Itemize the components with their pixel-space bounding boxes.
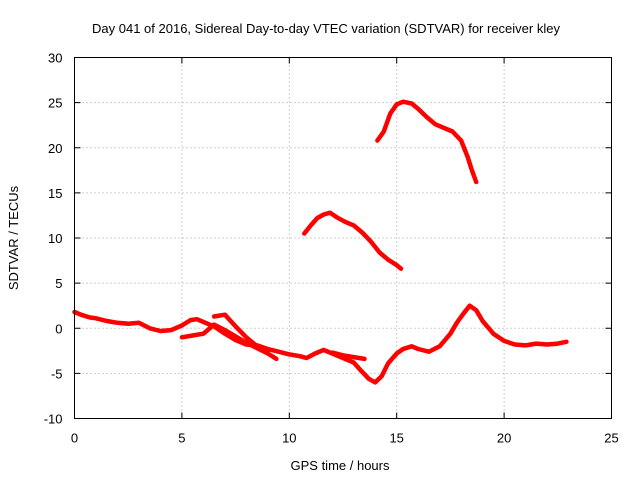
x-tick-label: 25: [604, 431, 618, 446]
y-tick-label: 30: [48, 51, 62, 66]
series-line-arc-low-b: [179, 322, 279, 362]
series-line-arc-low-d: [330, 350, 367, 362]
x-tick-label: 20: [497, 431, 511, 446]
series-line-arc-low: [72, 303, 569, 385]
series-line-arc-low-c: [211, 312, 271, 354]
y-tick-label: 15: [48, 186, 62, 201]
grid: [74, 57, 612, 419]
y-axis-label: SDTVAR / TECUs: [6, 185, 21, 290]
tick-group: 0 5 10 15 20 25 -10 -5 0 5 10 15 20 25 30: [44, 51, 619, 446]
y-tick-label: 10: [48, 231, 62, 246]
x-tick-label: 0: [71, 431, 78, 446]
y-tick-label: 0: [55, 321, 62, 336]
y-tick-label: 20: [48, 141, 62, 156]
x-tick-label: 5: [178, 431, 185, 446]
chart-title: Day 041 of 2016, Sidereal Day-to-day VTE…: [92, 21, 560, 36]
y-tick-label: 5: [55, 276, 62, 291]
y-tick-label: -10: [44, 412, 63, 427]
y-tick-label: -5: [51, 366, 63, 381]
series-line-arc-high: [375, 99, 479, 185]
x-axis-label: GPS time / hours: [291, 458, 390, 473]
x-tick-label: 15: [389, 431, 403, 446]
series-line-arc-mid: [302, 210, 404, 271]
y-tick-label: 25: [48, 96, 62, 111]
series-group: [72, 99, 569, 385]
x-tick-label: 10: [282, 431, 296, 446]
